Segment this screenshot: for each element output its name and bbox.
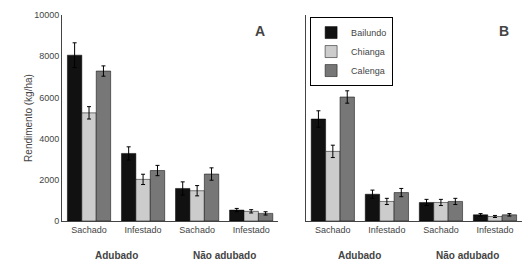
svg-text:Calenga: Calenga [351,66,385,76]
svg-text:6000: 6000 [39,93,59,103]
svg-text:Infestado: Infestado [233,225,270,235]
svg-text:Adubado: Adubado [95,250,138,261]
svg-text:Sachado: Sachado [179,225,215,235]
svg-text:Não adubado: Não adubado [436,250,499,261]
svg-text:0: 0 [54,216,59,226]
svg-text:4000: 4000 [39,134,59,144]
svg-text:Sachado: Sachado [71,225,107,235]
svg-text:Não adubado: Não adubado [193,250,256,261]
svg-text:2000: 2000 [39,175,59,185]
svg-text:8000: 8000 [39,51,59,61]
svg-text:Infestado: Infestado [125,225,162,235]
svg-text:Chianga: Chianga [351,47,385,57]
svg-text:Bailundo: Bailundo [351,28,386,38]
svg-text:Infestado: Infestado [368,225,405,235]
svg-text:A: A [255,23,265,39]
svg-text:Rendimento (kg/ha): Rendimento (kg/ha) [23,74,34,162]
svg-text:Infestado: Infestado [476,225,513,235]
svg-text:Sachado: Sachado [315,225,351,235]
svg-text:Adubado: Adubado [338,250,381,261]
svg-text:10000: 10000 [34,10,59,20]
svg-text:Sachado: Sachado [423,225,459,235]
svg-text:B: B [499,23,509,39]
